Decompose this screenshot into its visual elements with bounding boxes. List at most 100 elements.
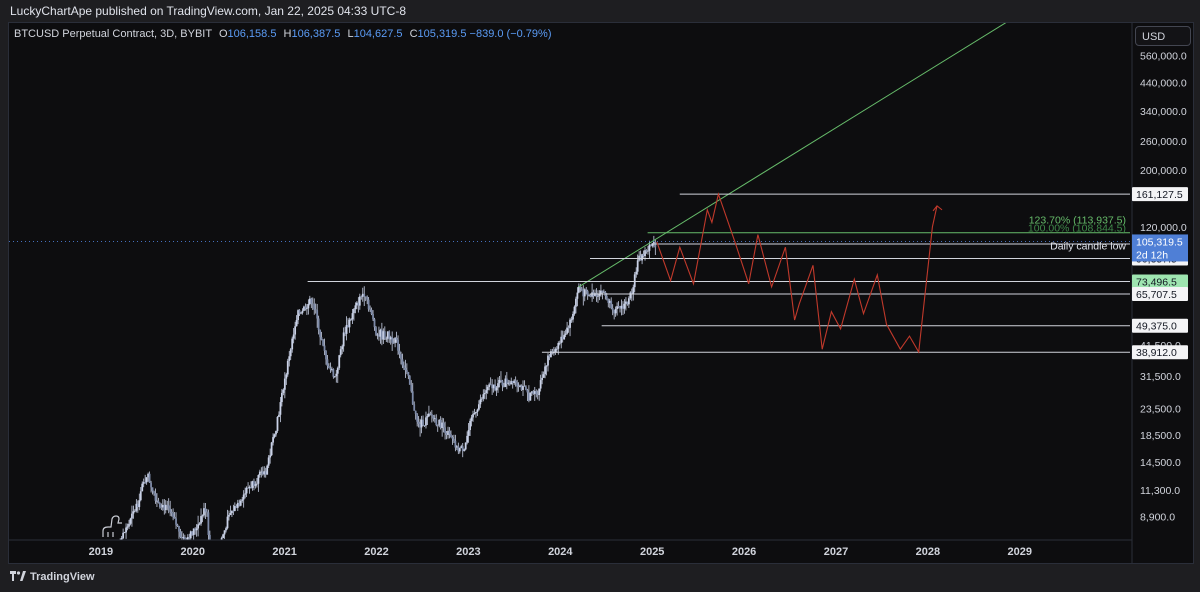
- candle: [438, 419, 441, 428]
- level-price-label[interactable]: 161,127.5: [1132, 187, 1188, 202]
- projection-path[interactable]: [656, 192, 938, 354]
- x-tick-label: 2021: [272, 546, 296, 558]
- candle: [133, 509, 136, 513]
- candle: [245, 486, 248, 498]
- candle: [510, 377, 513, 385]
- candle: [476, 408, 479, 417]
- y-tick-label: 14,500.0: [1140, 457, 1181, 469]
- candle: [125, 523, 127, 539]
- footer-brand-label: TradingView: [30, 571, 95, 583]
- candle: [294, 321, 297, 340]
- candle: [208, 530, 211, 540]
- candle: [135, 499, 138, 513]
- candle: [573, 305, 576, 316]
- candle: [269, 448, 272, 464]
- candle: [272, 433, 274, 446]
- candle: [420, 415, 423, 434]
- candle: [527, 385, 530, 403]
- candle: [536, 390, 539, 400]
- currency-button[interactable]: USD: [1135, 26, 1191, 46]
- candle: [285, 372, 288, 385]
- candle: [247, 482, 249, 489]
- candle: [257, 474, 260, 492]
- candle: [260, 467, 263, 478]
- footer-brand[interactable]: TradingView: [10, 571, 95, 583]
- candle: [115, 546, 117, 550]
- candle: [153, 490, 155, 496]
- candle: [520, 384, 523, 391]
- candle: [541, 371, 544, 385]
- candle: [351, 308, 354, 325]
- candle: [373, 317, 376, 331]
- candle: [145, 477, 148, 485]
- publisher-line: LuckyChartApe published on TradingView.c…: [10, 4, 407, 18]
- candle: [444, 421, 446, 440]
- level-price-label[interactable]: 49,375.0: [1132, 318, 1188, 333]
- level-price-label[interactable]: 65,707.5: [1132, 286, 1188, 301]
- candle: [572, 311, 574, 323]
- candle: [304, 303, 307, 311]
- candle: [244, 487, 247, 499]
- candle: [548, 354, 551, 361]
- candle: [507, 379, 510, 386]
- candle: [323, 338, 326, 356]
- candle: [270, 441, 273, 457]
- candle: [382, 328, 385, 345]
- candle: [163, 499, 166, 515]
- candle: [394, 337, 397, 348]
- candle: [417, 416, 420, 428]
- y-tick-label: 11,300.0: [1140, 485, 1180, 497]
- candle: [154, 488, 157, 504]
- current-price-label[interactable]: 105,319.52d 12h: [1132, 234, 1188, 262]
- candle: [151, 487, 154, 495]
- candle: [458, 447, 461, 454]
- x-tick-label: 2029: [1007, 546, 1031, 558]
- candle: [410, 380, 413, 393]
- candle: [148, 471, 151, 483]
- candle: [608, 298, 611, 309]
- candle: [626, 301, 629, 306]
- candle: [469, 418, 471, 436]
- candle: [348, 317, 351, 333]
- candle: [408, 375, 411, 385]
- candle: [350, 318, 352, 321]
- candle: [563, 330, 566, 340]
- trendline[interactable]: [578, 0, 1130, 288]
- candle: [545, 365, 548, 376]
- candle: [610, 297, 613, 310]
- candle: [383, 326, 386, 340]
- candle: [239, 499, 242, 507]
- x-tick-label: 2022: [364, 546, 388, 558]
- candle: [416, 412, 419, 427]
- candle: [428, 405, 430, 417]
- candle: [116, 545, 118, 553]
- level-price-label[interactable]: 38,912.0: [1132, 345, 1188, 360]
- candle: [482, 389, 485, 402]
- symbol-name[interactable]: BTCUSD Perpetual Contract, 3D, BYBIT: [14, 28, 212, 40]
- candle: [191, 531, 194, 536]
- plot-area[interactable]: [9, 0, 1130, 578]
- candle: [254, 481, 257, 489]
- candle: [516, 379, 519, 393]
- candle: [497, 377, 499, 393]
- candle: [325, 350, 327, 365]
- candle: [585, 287, 588, 295]
- candle: [164, 500, 167, 514]
- level-price-label[interactable]: 73,496.5: [1132, 274, 1188, 289]
- candle: [475, 411, 477, 418]
- candle: [576, 287, 579, 307]
- candle: [453, 434, 455, 444]
- candle: [336, 366, 339, 383]
- candle: [436, 424, 439, 432]
- candle: [561, 330, 564, 343]
- candle: [305, 304, 308, 316]
- daily-candle-low-note: Daily candle low: [1050, 240, 1126, 252]
- candle: [539, 374, 542, 392]
- candle: [338, 354, 341, 370]
- candle: [403, 361, 405, 370]
- candle: [347, 318, 349, 328]
- candle: [619, 305, 621, 313]
- high-label: H: [283, 28, 292, 40]
- candle: [173, 512, 176, 519]
